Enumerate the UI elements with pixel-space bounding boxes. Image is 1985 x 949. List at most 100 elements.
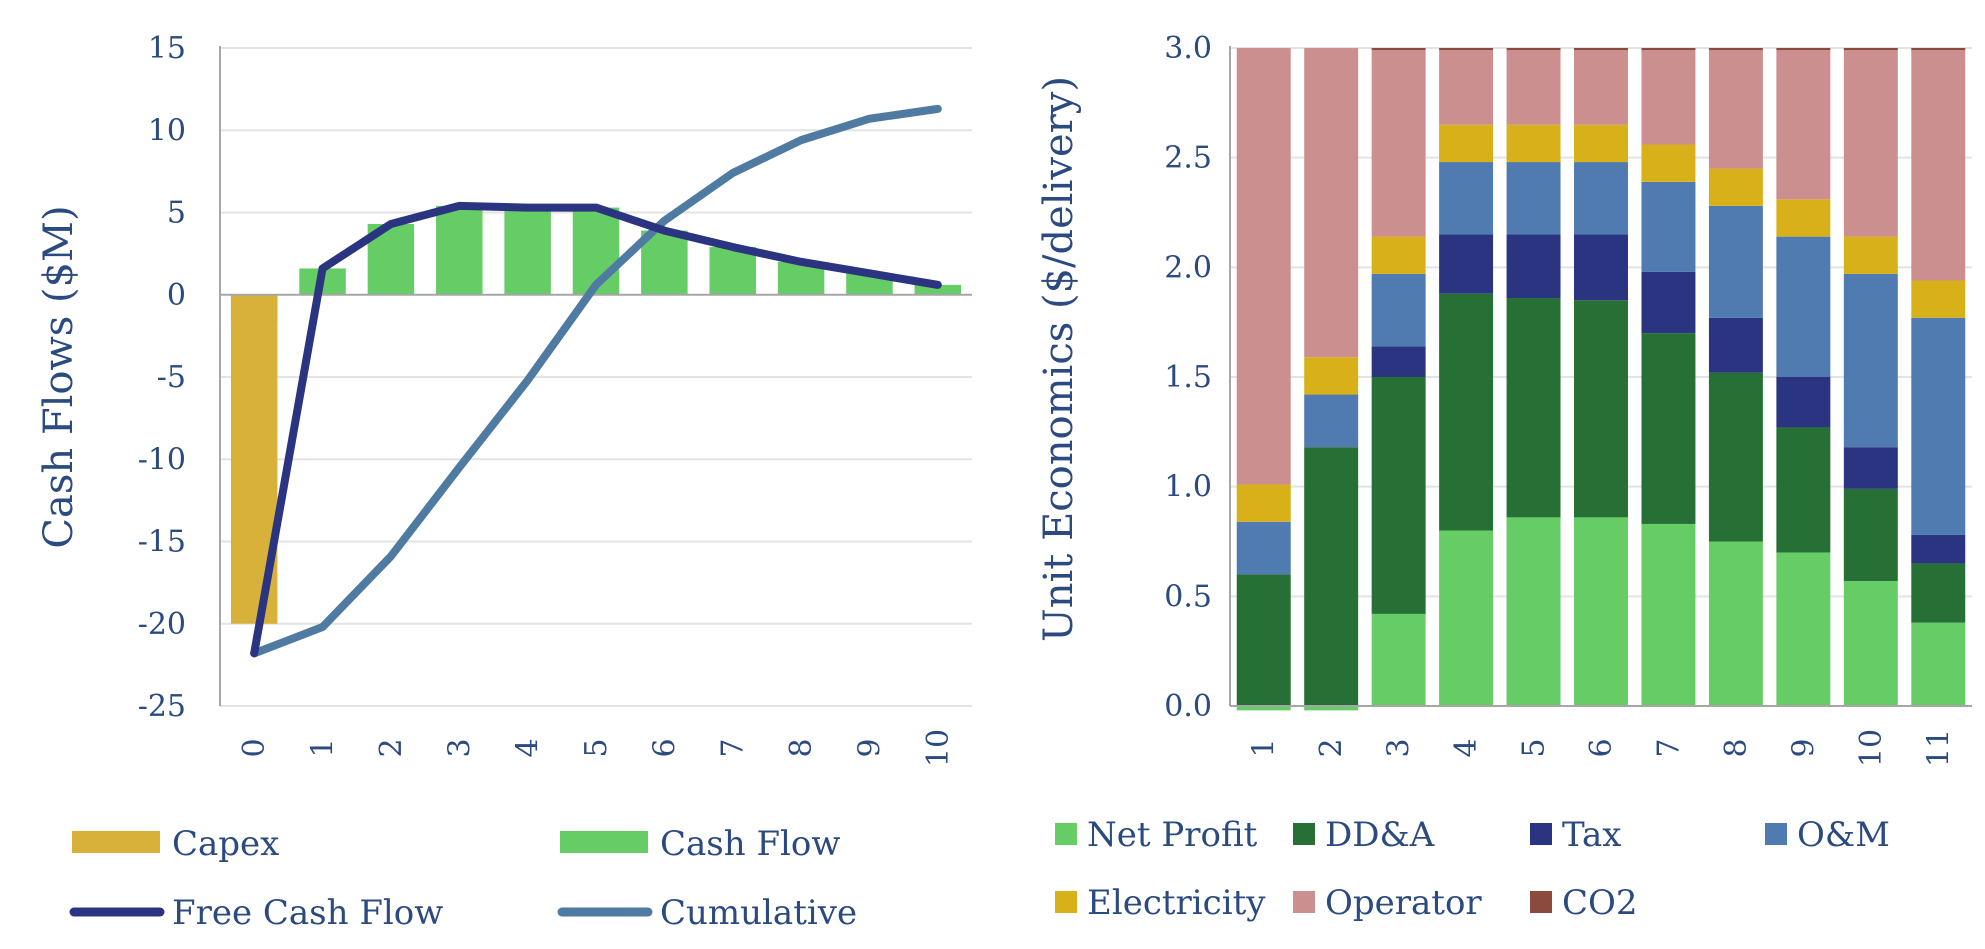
stack-segment-net-profit [1776, 552, 1831, 706]
stack-segment-net-profit [1911, 622, 1966, 706]
x-tick-label: 11 [1921, 729, 1956, 767]
y-tick-label: 15 [148, 31, 186, 66]
legend-item: Operator [1293, 883, 1482, 923]
legend-item: Net Profit [1055, 815, 1258, 855]
stack-segment-co2 [1843, 48, 1898, 51]
legend-item: Free Cash Flow [69, 893, 443, 933]
y-tick-label: -20 [138, 607, 186, 642]
legend-label: Cumulative [660, 893, 857, 933]
x-tick-label: 4 [1449, 738, 1484, 757]
stack-segment-tax [1506, 234, 1561, 299]
stack-segment-co2 [1708, 48, 1763, 51]
y-tick-label: 1.5 [1164, 360, 1212, 395]
x-tick-label: 5 [1517, 738, 1552, 757]
stack-segment-o-m [1236, 521, 1291, 575]
stack-segment-co2 [1506, 48, 1561, 51]
stack-segment-net-profit [1708, 541, 1763, 706]
stack-segment-co2 [1641, 48, 1696, 51]
y-axis-title: Cash Flows ($M) [36, 205, 82, 548]
stack-segment-dd-a [1371, 377, 1426, 614]
stack-segment-dd-a [1911, 563, 1966, 623]
legend-label: Free Cash Flow [172, 893, 443, 933]
stack-segment-tax [1371, 346, 1426, 377]
stack-segment-dd-a [1776, 427, 1831, 553]
y-tick-label: 2.5 [1164, 141, 1212, 176]
stack-segment-operator [1641, 50, 1696, 145]
x-tick-label: 2 [374, 738, 409, 757]
stack-segment-tax [1843, 447, 1898, 489]
stack-segment-operator [1371, 50, 1426, 237]
stack-segment-o-m [1574, 162, 1628, 235]
stack-segment-o-m [1439, 162, 1494, 235]
stack-segment-operator [1304, 48, 1359, 358]
cash-flow-bar [709, 247, 756, 295]
legend-item: Cash Flow [560, 824, 840, 864]
stack-segment-electricity [1439, 124, 1494, 163]
legend-swatch [1055, 891, 1077, 913]
y-tick-label: 2.0 [1164, 250, 1212, 285]
stack-segment-operator [1236, 48, 1291, 485]
stack-segment-electricity [1371, 236, 1426, 274]
legend-label: Operator [1325, 883, 1482, 923]
stack-segment-dd-a [1506, 298, 1561, 518]
y-tick-label: 3.0 [1164, 31, 1212, 66]
stack-segment-dd-a [1439, 293, 1494, 531]
stack-segment-electricity [1574, 124, 1628, 163]
stack-segment-dd-a [1641, 333, 1696, 524]
cash-flow-bar [436, 205, 483, 295]
y-tick-label: 0.0 [1164, 689, 1212, 724]
stack-segment-o-m [1304, 394, 1359, 448]
x-tick-label: 7 [1651, 738, 1686, 757]
legend-item: Tax [1530, 815, 1621, 855]
legend-item: CO2 [1530, 883, 1638, 923]
legend-swatch [1293, 823, 1315, 845]
stack-segment-tax [1641, 271, 1696, 334]
legend-item: Cumulative [557, 893, 857, 933]
y-tick-label: -5 [157, 360, 186, 395]
legend-swatch [1530, 823, 1552, 845]
stack-segment-operator [1776, 50, 1831, 200]
x-tick-label: 2 [1314, 738, 1349, 757]
stack-segment-tax [1776, 377, 1831, 428]
stack-segment-electricity [1506, 124, 1561, 163]
x-tick-label: 8 [1719, 738, 1754, 757]
stack-segment-net-profit [1641, 523, 1696, 706]
stack-segment-co2 [1911, 48, 1966, 51]
stack-segment-operator [1708, 50, 1763, 169]
x-tick-label: 7 [716, 738, 751, 757]
x-tick-label: 6 [647, 738, 682, 757]
stack-segment-dd-a [1236, 574, 1291, 706]
stack-segment-o-m [1843, 273, 1898, 448]
x-tick-label: 9 [852, 738, 887, 757]
legend-swatch [560, 831, 648, 853]
stack-segment-dd-a [1574, 300, 1628, 518]
stack-segment-electricity [1911, 280, 1966, 318]
x-tick-label: 1 [306, 738, 341, 757]
stack-segment-operator [1506, 50, 1561, 125]
x-tick-label: 4 [511, 738, 546, 757]
stack-segment-o-m [1371, 273, 1426, 347]
x-tick-label: 3 [442, 738, 477, 757]
stack-segment-net-profit [1439, 530, 1494, 706]
y-tick-label: -25 [138, 689, 186, 724]
stack-segment-co2 [1574, 48, 1628, 51]
stack-segment-net-profit [1371, 613, 1426, 706]
legend-label: Electricity [1087, 883, 1266, 923]
cash-flow-bar [504, 207, 551, 295]
stack-segment-dd-a [1304, 447, 1359, 706]
stack-segment-co2 [1776, 48, 1831, 51]
legend-swatch [1293, 891, 1315, 913]
legend-label: Cash Flow [660, 824, 840, 864]
stack-segment-co2 [1371, 48, 1426, 51]
x-tick-label: 6 [1584, 738, 1619, 757]
legend-swatch [72, 831, 160, 853]
legend-label: Tax [1562, 815, 1621, 855]
x-tick-label: 1 [1247, 738, 1282, 757]
legend-label: DD&A [1325, 815, 1435, 855]
stack-segment-electricity [1641, 144, 1696, 182]
x-tick-label: 0 [237, 738, 272, 757]
stack-segment-electricity [1708, 168, 1763, 206]
legend-item: O&M [1765, 815, 1890, 855]
stack-segment-electricity [1776, 199, 1831, 237]
